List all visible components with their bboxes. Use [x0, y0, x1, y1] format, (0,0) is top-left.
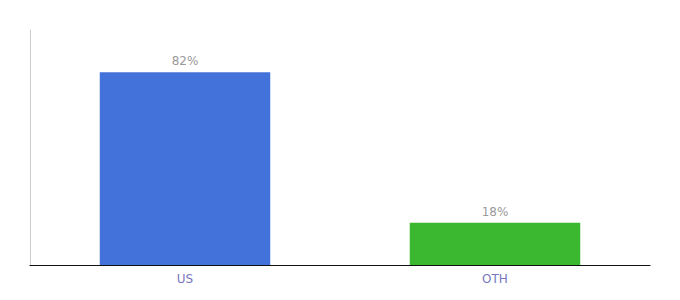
svg-text:82%: 82% [172, 54, 199, 68]
svg-text:18%: 18% [482, 205, 509, 219]
svg-text:US: US [177, 272, 193, 286]
svg-text:OTH: OTH [482, 272, 508, 286]
